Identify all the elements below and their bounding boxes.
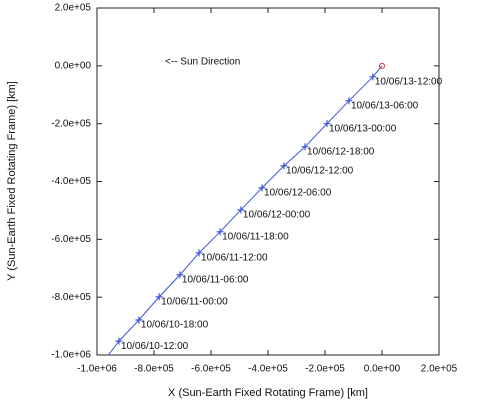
point-label: 10/06/12-12:00: [286, 166, 354, 177]
point-marker: [216, 228, 224, 236]
point-label: 10/06/11-12:00: [201, 253, 268, 264]
x-tick-label: -6.0e+05: [191, 364, 231, 375]
point-marker: [345, 97, 353, 105]
point-marker: [323, 120, 331, 128]
x-tick-label: -8.0e+05: [134, 364, 174, 375]
point-marker: [237, 206, 245, 214]
point-label: 10/06/12-18:00: [307, 146, 375, 157]
y-tick-label: -4.0e+05: [51, 176, 91, 187]
origin-marker: [379, 62, 385, 69]
x-tick-label: 0.0e+00: [364, 364, 401, 375]
point-label: 10/06/11-06:00: [182, 275, 249, 286]
point-label: 10/06/11-18:00: [222, 231, 289, 242]
y-axis-label: Y (Sun-Earth Fixed Rotating Frame) [km]: [6, 81, 18, 281]
point-label: 10/06/10-18:00: [141, 320, 209, 331]
x-tick-label: -1.0e+06: [77, 364, 117, 375]
annotation: <-- Sun Direction: [165, 57, 240, 68]
point-marker: [301, 143, 309, 151]
y-tick-label: -8.0e+05: [51, 292, 91, 303]
x-tick-label: -4.0e+05: [248, 364, 288, 375]
y-tick-label: 0.0e+00: [55, 60, 92, 71]
point-label: 10/06/11-00:00: [161, 297, 228, 308]
y-tick-label: -6.0e+05: [51, 234, 91, 245]
point-marker: [369, 73, 377, 81]
x-axis-label: X (Sun-Earth Fixed Rotating Frame) [km]: [168, 387, 368, 399]
y-tick-label: 2.0e+05: [55, 3, 92, 14]
y-tick-label: -2.0e+05: [51, 118, 91, 129]
point-label: 10/06/13-06:00: [351, 100, 419, 111]
point-marker: [135, 316, 143, 324]
point-marker: [155, 293, 163, 301]
point-marker: [195, 249, 203, 257]
x-tick-label: 2.0e+05: [421, 364, 458, 375]
point-marker: [258, 184, 266, 192]
point-label: 10/06/12-00:00: [243, 209, 311, 220]
point-marker: [176, 271, 184, 279]
x-tick-label: -2.0e+05: [305, 364, 345, 375]
point-label: 10/06/13-12:00: [375, 76, 443, 87]
point-marker: [115, 337, 123, 345]
point-label: 10/06/10-12:00: [121, 341, 189, 352]
point-label: 10/06/13-00:00: [329, 123, 397, 134]
point-label: 10/06/12-06:00: [264, 188, 332, 199]
point-marker: [280, 162, 288, 170]
y-tick-label: -1.0e+06: [51, 350, 91, 361]
